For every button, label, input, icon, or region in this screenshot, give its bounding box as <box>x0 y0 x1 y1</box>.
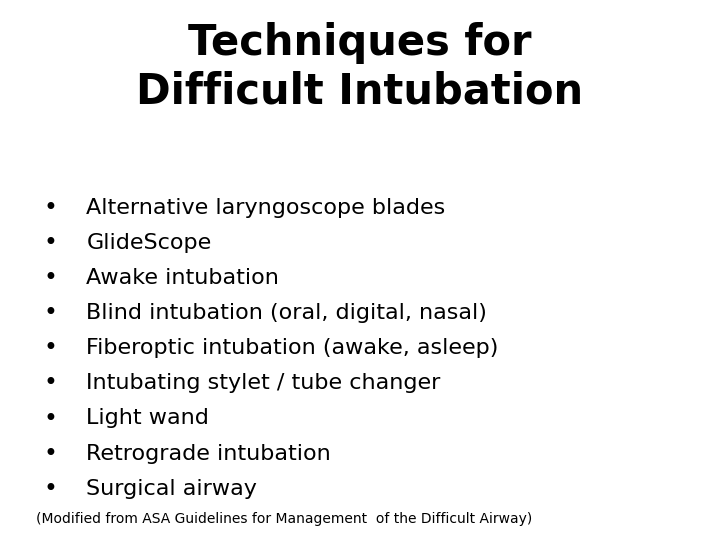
Text: •: • <box>43 477 58 501</box>
Text: •: • <box>43 336 58 360</box>
Text: •: • <box>43 266 58 290</box>
Text: •: • <box>43 442 58 465</box>
Text: •: • <box>43 196 58 220</box>
Text: Intubating stylet / tube changer: Intubating stylet / tube changer <box>86 373 441 394</box>
Text: •: • <box>43 372 58 395</box>
Text: •: • <box>43 407 58 430</box>
Text: Alternative laryngoscope blades: Alternative laryngoscope blades <box>86 198 446 218</box>
Text: Blind intubation (oral, digital, nasal): Blind intubation (oral, digital, nasal) <box>86 303 487 323</box>
Text: Techniques for
Difficult Intubation: Techniques for Difficult Intubation <box>136 22 584 112</box>
Text: Awake intubation: Awake intubation <box>86 268 279 288</box>
Text: (Modified from ASA Guidelines for Management  of the Difficult Airway): (Modified from ASA Guidelines for Manage… <box>36 512 532 526</box>
Text: Retrograde intubation: Retrograde intubation <box>86 443 331 464</box>
Text: Surgical airway: Surgical airway <box>86 478 257 499</box>
Text: •: • <box>43 231 58 255</box>
Text: Light wand: Light wand <box>86 408 210 429</box>
Text: GlideScope: GlideScope <box>86 233 212 253</box>
Text: Fiberoptic intubation (awake, asleep): Fiberoptic intubation (awake, asleep) <box>86 338 499 359</box>
Text: •: • <box>43 301 58 325</box>
